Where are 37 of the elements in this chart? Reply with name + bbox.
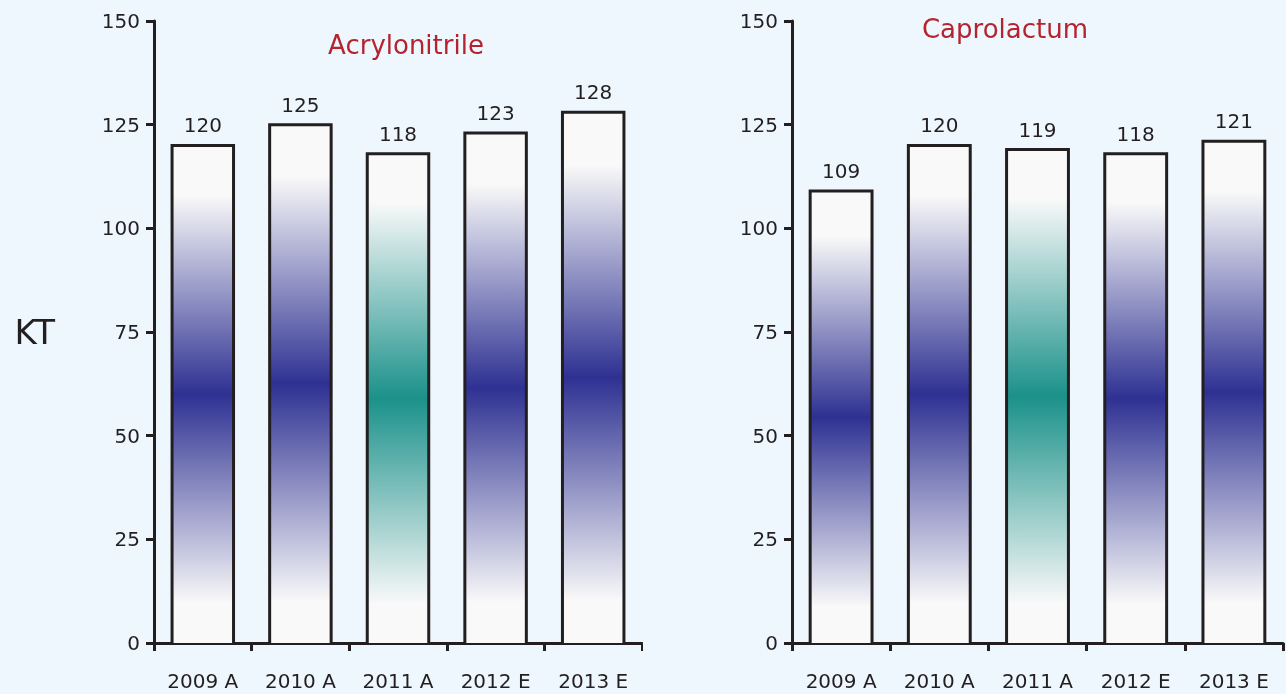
x-tick-label: 2009 A xyxy=(805,669,877,693)
data-label: 125 xyxy=(281,92,320,117)
data-label: 121 xyxy=(1214,109,1253,134)
chart-title: Acrylonitrile xyxy=(328,30,484,60)
x-tick-label: 2013 E xyxy=(558,669,629,693)
x-tick-label: 2013 E xyxy=(1198,669,1269,693)
x-tick-label: 2011 A xyxy=(362,669,434,693)
x-tick-label: 2010 A xyxy=(264,669,337,693)
x-tick-label: 2010 A xyxy=(903,669,976,693)
x-tick-label: 2009 A xyxy=(167,669,239,693)
y-tick-label: 75 xyxy=(752,320,778,344)
y-tick-label: 50 xyxy=(114,423,140,448)
data-label: 123 xyxy=(476,100,515,125)
data-label: 118 xyxy=(1116,121,1155,146)
y-tick-label: 0 xyxy=(127,631,140,655)
y-tick-label: 75 xyxy=(114,320,140,344)
y-tick-label: 25 xyxy=(752,527,778,552)
y-tick-label: 25 xyxy=(114,527,140,552)
y-tick-label: 100 xyxy=(101,216,140,241)
y-tick-label: 150 xyxy=(739,9,778,33)
data-label: 109 xyxy=(822,159,861,184)
y-tick-label: 100 xyxy=(739,216,778,241)
y-axis-title: KT xyxy=(14,312,56,352)
data-label: 118 xyxy=(378,121,418,146)
data-label: 128 xyxy=(574,80,613,105)
y-tick-label: 50 xyxy=(752,423,778,448)
y-tick-label: 125 xyxy=(739,112,778,137)
x-tick-label: 2012 E xyxy=(460,669,531,693)
data-label: 119 xyxy=(1018,117,1057,142)
x-tick-label: 2012 E xyxy=(1100,669,1171,693)
chart-title: Caprolactum xyxy=(921,14,1089,44)
y-tick-label: 0 xyxy=(765,631,778,655)
data-label: 120 xyxy=(183,113,222,138)
y-tick-label: 125 xyxy=(101,112,140,137)
x-tick-label: 2011 A xyxy=(1002,669,1074,693)
y-tick-label: 150 xyxy=(101,9,140,33)
data-label: 120 xyxy=(920,113,959,138)
